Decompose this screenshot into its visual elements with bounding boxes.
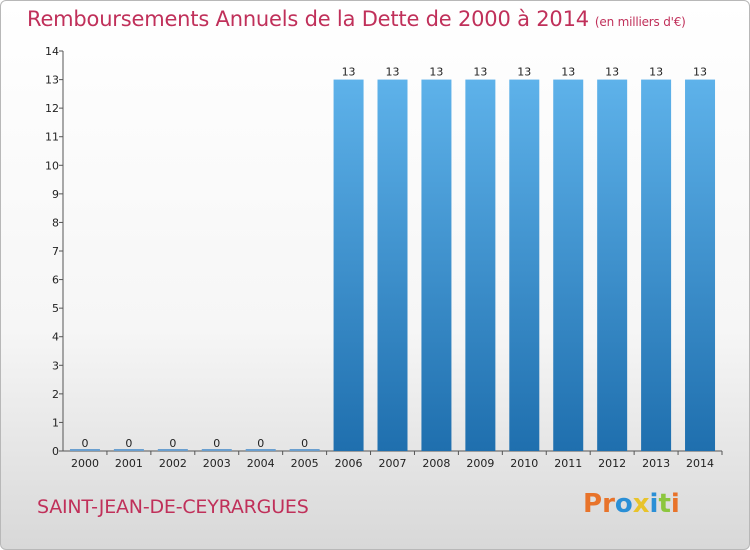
x-tick-label: 2012 (598, 457, 626, 470)
logo-letter: x (632, 489, 650, 519)
y-tick-label: 7 (52, 245, 59, 258)
data-label: 0 (125, 437, 132, 450)
chart-title: Remboursements Annuels de la Dette de 20… (27, 7, 686, 31)
place-name: SAINT-JEAN-DE-CEYRARGUES (37, 496, 309, 518)
data-label: 0 (257, 437, 264, 450)
x-tick-label: 2007 (379, 457, 407, 470)
y-tick-label: 4 (52, 331, 59, 344)
y-tick-label: 5 (52, 302, 59, 315)
data-label: 0 (213, 437, 220, 450)
data-label: 0 (81, 437, 88, 450)
data-label: 13 (473, 66, 487, 79)
x-tick-label: 2006 (335, 457, 363, 470)
x-tick-label: 2014 (686, 457, 714, 470)
x-tick-label: 2011 (554, 457, 582, 470)
chart-unit: (en milliers d'€) (594, 15, 686, 29)
bar (553, 79, 584, 452)
bar (685, 79, 716, 452)
x-tick-label: 2004 (247, 457, 275, 470)
x-tick-label: 2001 (115, 457, 143, 470)
logo-letter: P (583, 489, 603, 519)
data-label: 13 (693, 66, 707, 79)
data-label: 13 (517, 66, 531, 79)
logo-letter: o (614, 489, 633, 519)
x-tick-label: 2000 (71, 457, 99, 470)
data-label: 13 (605, 66, 619, 79)
chart-title-text: Remboursements Annuels de la Dette de 20… (27, 7, 589, 31)
bar (377, 79, 408, 452)
data-label: 0 (169, 437, 176, 450)
x-tick-label: 2005 (291, 457, 319, 470)
plot-area: 0123456789101112131420000200102002020030… (45, 45, 723, 470)
y-tick-label: 11 (45, 131, 59, 144)
bar (421, 79, 452, 452)
y-tick-label: 13 (45, 74, 59, 87)
proxiti-logo: Proxiti (583, 489, 680, 519)
data-label: 13 (429, 66, 443, 79)
x-tick-label: 2003 (203, 457, 231, 470)
y-tick-label: 1 (52, 416, 59, 429)
y-tick-label: 2 (52, 388, 59, 401)
data-label: 13 (649, 66, 663, 79)
logo-letter: i (649, 489, 659, 519)
x-tick-label: 2013 (642, 457, 670, 470)
x-tick-label: 2008 (422, 457, 450, 470)
bar (333, 79, 364, 452)
logo-letter: i (670, 489, 680, 519)
bar (509, 79, 540, 452)
data-label: 13 (561, 66, 575, 79)
x-tick-label: 2009 (466, 457, 494, 470)
bar (597, 79, 628, 452)
x-tick-label: 2002 (159, 457, 187, 470)
y-tick-label: 0 (52, 445, 59, 458)
logo-letter: r (602, 489, 615, 519)
bar (641, 79, 672, 452)
y-tick-label: 9 (52, 188, 59, 201)
y-tick-label: 3 (52, 359, 59, 372)
data-label: 13 (342, 66, 356, 79)
data-label: 0 (301, 437, 308, 450)
data-label: 13 (386, 66, 400, 79)
y-tick-label: 12 (45, 102, 59, 115)
logo-letter: t (658, 489, 671, 519)
x-tick-label: 2010 (510, 457, 538, 470)
y-tick-label: 8 (52, 216, 59, 229)
y-tick-label: 10 (45, 159, 59, 172)
bar (465, 79, 496, 452)
y-tick-label: 6 (52, 274, 59, 287)
y-tick-label: 14 (45, 45, 59, 58)
